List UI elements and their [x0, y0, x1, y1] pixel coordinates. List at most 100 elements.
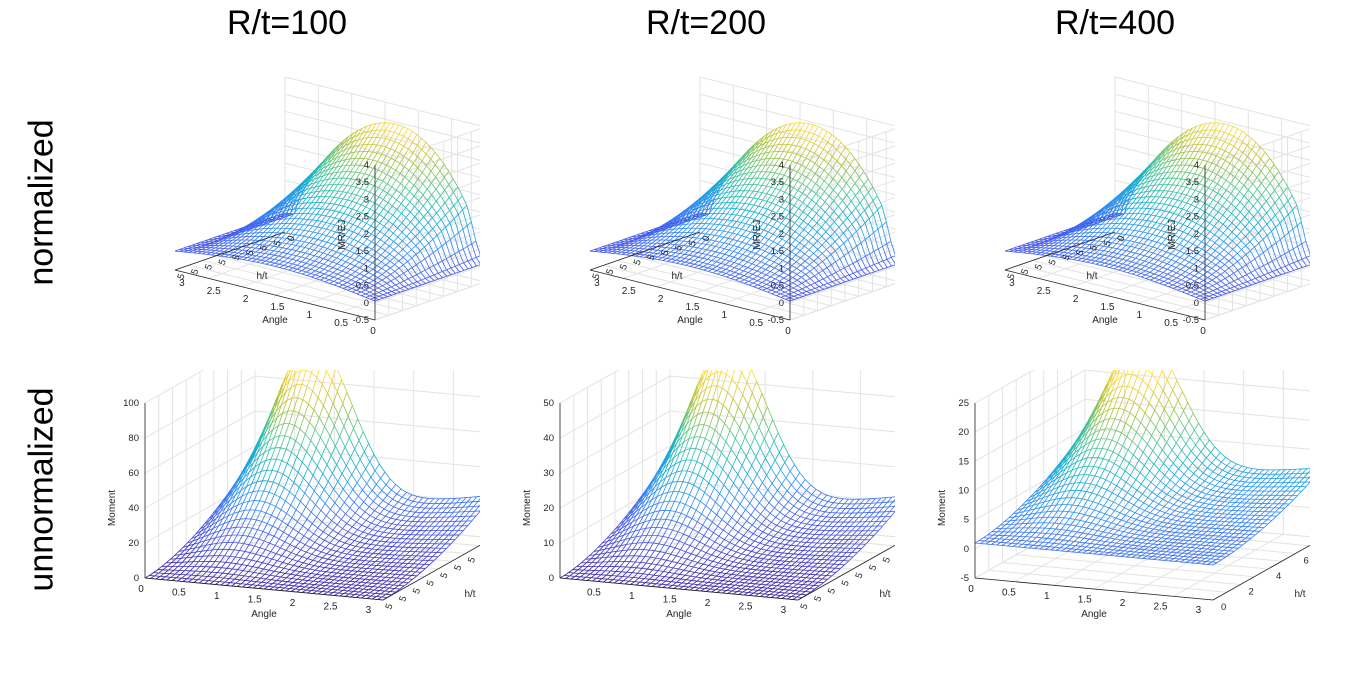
z-tick-label: 2.5 — [771, 212, 784, 223]
angle-tick-label: 1.5 — [663, 595, 677, 606]
h-tick-label: 5 — [1060, 253, 1072, 262]
z-tick-label: 1.5 — [356, 246, 369, 257]
column-title-3: R/t=400 — [1054, 4, 1176, 42]
h-tick-label: 2 — [1249, 587, 1254, 598]
h-tick-label: 6 — [1304, 556, 1309, 567]
z-axis-label: MR/EJ — [337, 220, 348, 250]
angle-tick-label: 0 — [138, 584, 144, 595]
h-tick-label: 5 — [397, 595, 409, 604]
z-tick-label: 40 — [128, 503, 139, 514]
angle-tick-label: 1 — [1044, 591, 1050, 602]
column-title-2: R/t=200 — [645, 4, 767, 42]
h-tick-label: 5 — [812, 595, 824, 604]
z-tick-label: 0 — [549, 573, 554, 584]
z-tick-label: 10 — [543, 538, 554, 549]
angle-tick-label: 2.5 — [1037, 286, 1051, 297]
angle-axis-line — [1004, 269, 1206, 321]
z-tick-label: 20 — [128, 538, 139, 549]
angle-axis-line — [559, 577, 799, 601]
z-tick-label: 15 — [958, 456, 969, 467]
z-tick-label: 5 — [964, 515, 969, 526]
angle-tick-label: 0 — [370, 326, 376, 337]
angle-tick-label: 0 — [785, 326, 791, 337]
h-axis-label: h/t — [1294, 589, 1305, 600]
surface-mesh — [559, 370, 895, 601]
z-tick-label: 10 — [958, 486, 969, 497]
surface-mesh — [589, 122, 895, 302]
z-tick-label: 1 — [1194, 263, 1199, 274]
z-tick-label: 1 — [779, 263, 784, 274]
angle-tick-label: 0.5 — [1002, 588, 1016, 599]
h-tick-label: 5 — [590, 272, 602, 281]
z-tick-label: 0.5 — [1186, 281, 1199, 292]
angle-tick-label: 0.5 — [172, 588, 186, 599]
h-tick-label: 4 — [1276, 571, 1281, 582]
h-axis-line — [1212, 544, 1310, 601]
h-axis-line — [1004, 231, 1116, 271]
z-tick-label: 20 — [958, 427, 969, 438]
surface-plot-3: -0.500.511.522.533.54MR/EJ32.521.510.50A… — [1004, 76, 1310, 337]
h-axis-line — [174, 231, 286, 271]
h-tick-label: 5 — [798, 602, 810, 611]
z-tick-label: 0 — [134, 573, 139, 584]
h-axis-line — [797, 544, 895, 601]
z-axis-label: MR/EJ — [1167, 220, 1178, 250]
z-axis-label: Moment — [522, 490, 533, 526]
surface-mesh — [1004, 122, 1310, 302]
z-tick-label: 0 — [779, 298, 784, 309]
angle-tick-label: 3 — [1196, 605, 1202, 616]
angle-tick-label: 3 — [594, 278, 600, 289]
angle-axis-line — [174, 269, 376, 321]
h-axis-label: h/t — [879, 589, 890, 600]
z-tick-label: 4 — [1194, 160, 1199, 171]
h-tick-label: 5 — [881, 556, 893, 565]
angle-tick-label: 0.5 — [587, 588, 601, 599]
h-tick-label: 5 — [1074, 249, 1086, 258]
h-tick-label: 0 — [1115, 234, 1127, 243]
h-tick-label: 5 — [244, 249, 256, 258]
z-tick-label: 2.5 — [1186, 212, 1199, 223]
angle-tick-label: 1.5 — [1078, 595, 1092, 606]
angle-tick-label: 0.5 — [749, 318, 763, 329]
angle-tick-label: 2.5 — [1154, 602, 1168, 613]
h-tick-label: 0 — [285, 234, 297, 243]
h-tick-label: 5 — [217, 258, 229, 267]
h-axis-label: h/t — [671, 271, 682, 282]
angle-axis-label: Angle — [251, 609, 277, 620]
angle-axis-label: Angle — [677, 315, 703, 326]
h-tick-label: 5 — [867, 564, 879, 573]
angle-axis-label: Angle — [262, 315, 288, 326]
z-tick-label: 40 — [543, 433, 554, 444]
surface-mesh — [974, 370, 1310, 566]
h-tick-label: 5 — [1088, 244, 1100, 253]
z-tick-label: 100 — [123, 398, 139, 409]
z-tick-label: 4 — [364, 160, 369, 171]
z-axis-label: Moment — [107, 490, 118, 526]
z-tick-label: -0.5 — [768, 315, 784, 326]
z-tick-label: 0 — [364, 298, 369, 309]
surface-plot-1: -0.500.511.522.533.54MR/EJ32.521.510.50A… — [174, 76, 480, 337]
angle-tick-label: 0.5 — [334, 318, 348, 329]
h-tick-label: 5 — [632, 258, 644, 267]
z-tick-label: -0.5 — [1183, 315, 1199, 326]
z-tick-label: 1 — [364, 263, 369, 274]
angle-tick-label: 3 — [781, 605, 787, 616]
z-tick-label: 3 — [779, 194, 784, 205]
z-tick-label: 0 — [1194, 298, 1199, 309]
z-tick-label: 60 — [128, 468, 139, 479]
h-tick-label: 5 — [645, 253, 657, 262]
z-tick-label: 25 — [958, 398, 969, 409]
z-tick-label: 1.5 — [1186, 246, 1199, 257]
z-tick-label: 30 — [543, 468, 554, 479]
surface-mesh — [144, 370, 480, 601]
angle-tick-label: 1.5 — [271, 302, 285, 313]
row-label-unnormalized: unnormalized — [22, 387, 61, 592]
h-axis-line — [589, 231, 701, 271]
z-axis-label: MR/EJ — [752, 220, 763, 250]
z-tick-label: 80 — [128, 433, 139, 444]
surface-plot-2: -0.500.511.522.533.54MR/EJ32.521.510.50A… — [589, 76, 895, 337]
z-tick-label: 3.5 — [771, 177, 784, 188]
h-tick-label: 5 — [659, 249, 671, 258]
